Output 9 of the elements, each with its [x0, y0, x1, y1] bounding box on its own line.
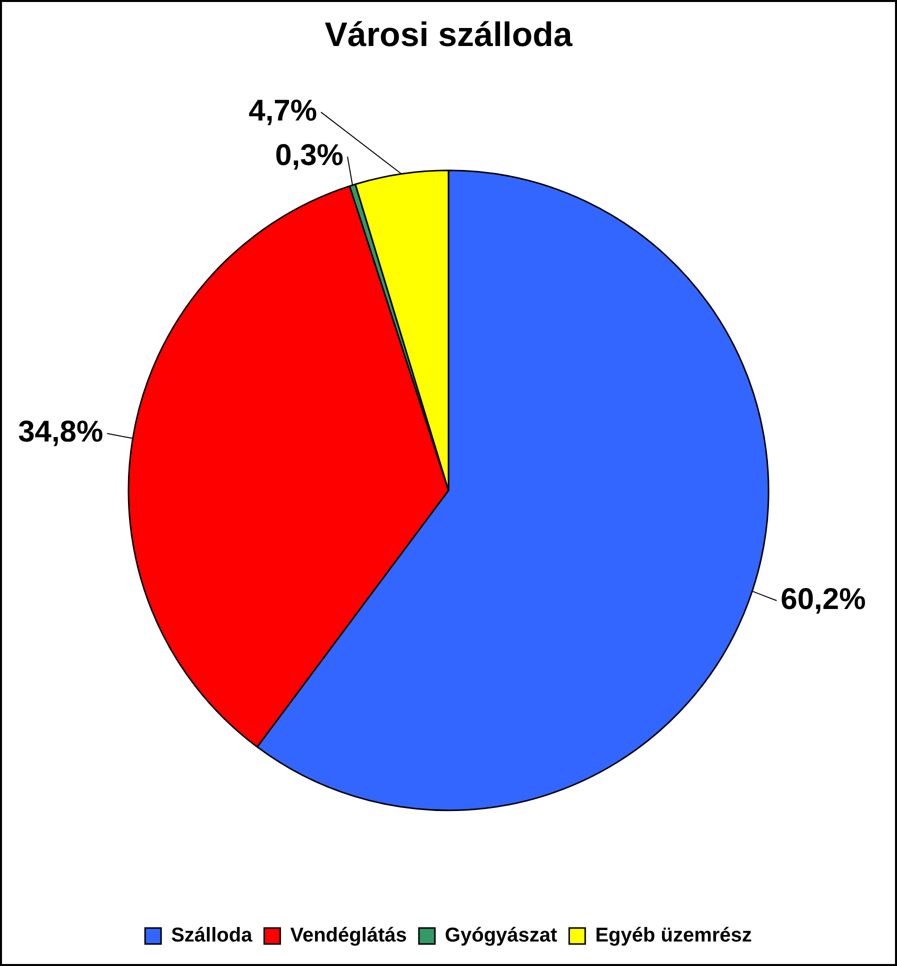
- data-label: 34,8%: [18, 416, 104, 449]
- legend-label: Szálloda: [171, 924, 254, 947]
- legend-label: Vendéglátás: [290, 924, 407, 947]
- data-label: 4,7%: [248, 94, 318, 128]
- data-label: 60,2%: [780, 582, 866, 616]
- data-label: 0,3%: [275, 138, 344, 172]
- legend-label: Gyógyászat: [444, 924, 558, 947]
- chart-title: Városi szálloda: [324, 16, 574, 54]
- legend-label: Egyéb üzemrész: [595, 924, 752, 947]
